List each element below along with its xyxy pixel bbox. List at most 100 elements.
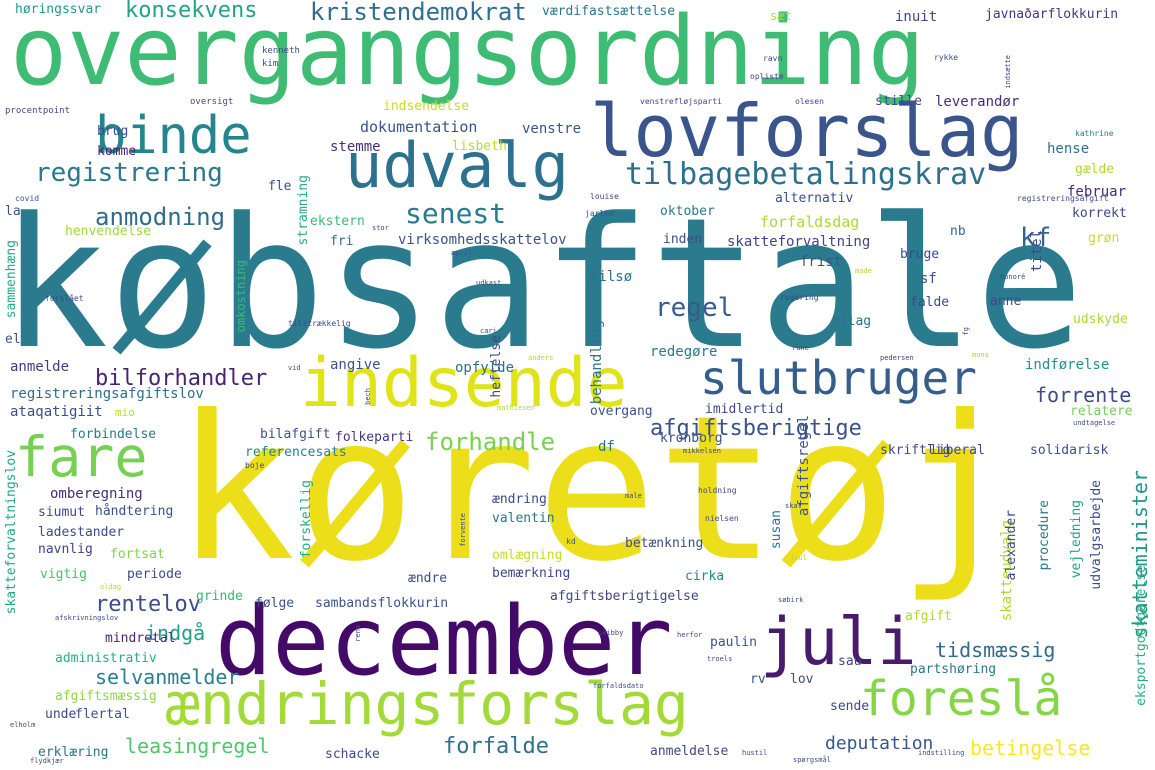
word: omkostning — [234, 260, 248, 333]
word: gælde — [1075, 162, 1115, 177]
word: made — [855, 267, 872, 275]
word: følge — [255, 596, 295, 611]
word: rykke — [934, 53, 959, 62]
word: covid — [15, 194, 40, 203]
word: inuit — [895, 9, 938, 25]
word: df — [598, 439, 615, 455]
word: anders — [528, 354, 554, 362]
word: rv — [750, 672, 766, 687]
word: indgå — [145, 621, 206, 645]
word: mikkelsen — [683, 447, 721, 455]
word: afgiftsberigtige — [650, 416, 862, 441]
word: søbirk — [778, 596, 804, 604]
word: rune — [792, 344, 809, 352]
word: javnaðarflokkurin — [985, 7, 1119, 22]
word: tilstrækkelig — [288, 319, 351, 328]
word: forhandle — [425, 428, 556, 456]
word: venstrefløjsparti — [640, 97, 722, 106]
word: december — [215, 587, 673, 697]
word: februar — [1067, 184, 1127, 200]
word: schacke — [325, 747, 380, 762]
word: overgangsordning — [10, 0, 926, 107]
word: skatteforvaltningslov — [4, 450, 19, 615]
word: falde — [910, 295, 950, 310]
word: kronborg — [660, 431, 723, 446]
word: lisbeth — [452, 139, 507, 154]
word: hense — [1047, 141, 1090, 157]
word: sau — [838, 654, 862, 669]
word: angive — [330, 357, 381, 373]
word: komme — [97, 144, 137, 159]
word: udvalgsarbejde — [1089, 480, 1104, 590]
word: indsendelse — [383, 99, 470, 114]
word: bemærkning — [492, 566, 571, 581]
word: fri — [330, 234, 354, 249]
word: frist — [800, 254, 843, 270]
word: virksomhedsskattelov — [398, 232, 567, 248]
word: siumut — [38, 505, 85, 520]
word: oktober — [660, 204, 715, 219]
word: honoré — [1000, 273, 1026, 281]
word: liberal — [930, 443, 985, 458]
word: procentpoint — [5, 106, 71, 116]
word: fare — [15, 425, 148, 489]
word: rena — [354, 625, 362, 642]
word: navnlig — [38, 542, 93, 557]
word: køretøj — [175, 373, 1018, 606]
word: betænkning — [625, 536, 704, 551]
word: bilag — [832, 314, 872, 329]
word: regel — [655, 293, 734, 323]
word: jarlov — [585, 209, 614, 218]
word: udkast — [476, 279, 502, 287]
word: venstre — [522, 121, 582, 137]
word: regering — [780, 293, 819, 302]
word: sambandsflokkurin — [315, 596, 449, 611]
word: værdifastsættelse — [542, 4, 676, 19]
word: sammenhæng — [4, 240, 19, 319]
word: ravn — [763, 54, 783, 63]
word: lov — [790, 672, 814, 687]
word: filsø — [590, 269, 633, 285]
word: mona — [972, 351, 989, 359]
word: bech — [364, 388, 372, 405]
word: louise — [590, 192, 619, 201]
word: afgift — [905, 609, 952, 624]
word: ændringsforslag — [165, 670, 689, 738]
word: henvendelse — [65, 224, 152, 239]
word: kim — [262, 59, 279, 69]
word: selvanmelder — [95, 665, 240, 689]
word: nielsen — [705, 514, 739, 523]
word: mio — [115, 406, 135, 419]
word: el — [5, 332, 21, 347]
word: herfor — [677, 631, 703, 639]
word: dokumentation — [360, 118, 478, 136]
word: deputation — [825, 733, 934, 754]
word: opliste — [750, 72, 784, 81]
word: procedure — [1037, 500, 1052, 571]
word: kenneth — [262, 46, 300, 56]
word: forskellig — [299, 480, 314, 559]
word: troels — [707, 655, 733, 663]
word: kristendemokrat — [310, 0, 527, 26]
word: opfylde — [455, 360, 515, 376]
word: ladestander — [38, 525, 125, 540]
word: alternativ — [775, 191, 854, 206]
word: unde — [45, 707, 77, 722]
word: valentin — [492, 511, 555, 526]
word: sf — [920, 271, 937, 287]
word: undtagelse — [1073, 419, 1116, 427]
word: oversigt — [190, 97, 234, 107]
word: forfaldsdag — [760, 213, 860, 231]
word: susan — [769, 510, 784, 550]
word: anne — [990, 294, 1022, 309]
word: juul — [790, 554, 807, 562]
word: tilbagebetalingskrav — [625, 157, 987, 192]
word: alexander — [1004, 510, 1019, 581]
word: ændre — [408, 571, 448, 586]
word: hustil — [742, 749, 768, 757]
word: mindretal — [105, 631, 176, 646]
word: spørgsmål — [793, 756, 831, 764]
word: indsende — [300, 344, 628, 423]
word: solidarisk — [1030, 443, 1109, 458]
